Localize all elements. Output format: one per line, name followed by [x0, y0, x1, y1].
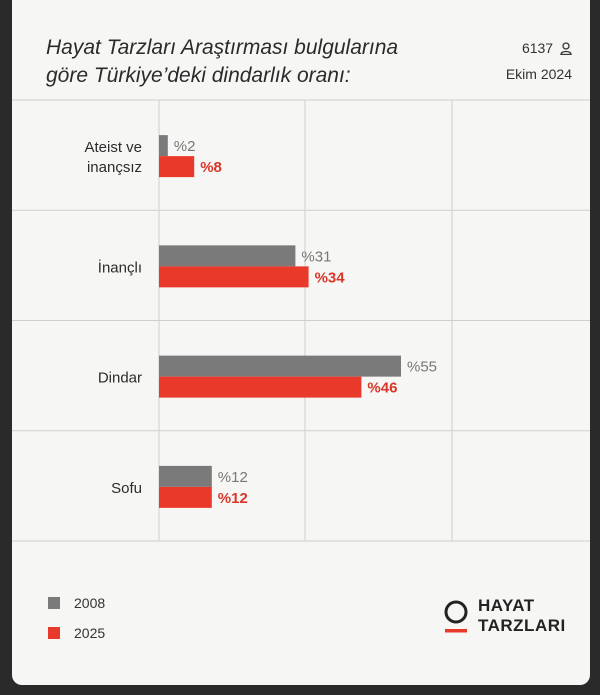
data-label-2025-3: %12 [218, 490, 248, 507]
data-label-2008-1: %31 [301, 248, 331, 265]
sample-count: 6137 [521, 40, 554, 56]
category-label-1: İnançlı [98, 258, 142, 276]
survey-meta: 6137 Ekim 2024 [506, 36, 572, 86]
legend-swatch-2025 [48, 627, 60, 639]
logo-line-1: HAYAT [478, 596, 535, 615]
title-line-2: göre Türkiye’deki dindarlık oranı: [46, 64, 351, 87]
legend-label-2008: 2008 [74, 595, 106, 611]
legend-swatch-2008 [48, 597, 60, 609]
chart-card: Hayat Tarzları Araştırması bulgularına g… [12, 0, 590, 685]
data-label-2008-2: %55 [407, 359, 437, 376]
data-label-2025-0: %8 [200, 159, 222, 176]
logo-ring-icon [444, 600, 468, 633]
legend: 2008 2025 [48, 588, 105, 648]
logo-line-2: TARZLARI [478, 616, 566, 635]
legend-label-2025: 2025 [74, 625, 106, 641]
survey-date: Ekim 2024 [505, 66, 572, 82]
chart-title: Hayat Tarzları Araştırması bulgularına g… [46, 34, 446, 90]
bar-2025-0 [159, 156, 195, 178]
legend-item-2008: 2008 [48, 588, 105, 618]
title-line-1: Hayat Tarzları Araştırması bulgularına [46, 36, 399, 59]
bar-2008-2 [159, 355, 401, 377]
data-label-2008-3: %12 [218, 469, 248, 486]
category-label-2: Dindar [98, 370, 142, 387]
bar-2008-0 [159, 135, 168, 157]
user-icon [560, 38, 572, 62]
data-label-2025-2: %46 [367, 380, 397, 397]
bar-2025-3 [159, 486, 212, 508]
category-label-0: Ateist ve inançsız [84, 139, 142, 176]
bar-2008-1 [159, 245, 296, 267]
data-label-2025-1: %34 [315, 269, 346, 286]
bar-2008-3 [159, 465, 212, 487]
data-label-2008-0: %2 [174, 138, 196, 155]
hayat-tarzlari-logo: HAYAT TARZLARI [442, 596, 566, 636]
category-label-3: Sofu [111, 480, 142, 497]
bar-2025-2 [159, 376, 362, 398]
legend-item-2025: 2025 [48, 618, 105, 648]
bar-2025-1 [159, 266, 309, 288]
